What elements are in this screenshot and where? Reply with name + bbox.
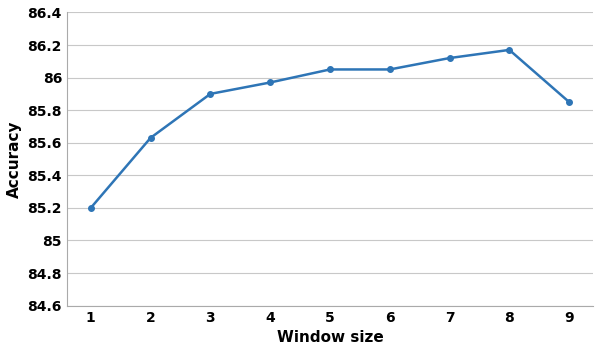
X-axis label: Window size: Window size <box>277 330 383 345</box>
Y-axis label: Accuracy: Accuracy <box>7 120 22 198</box>
